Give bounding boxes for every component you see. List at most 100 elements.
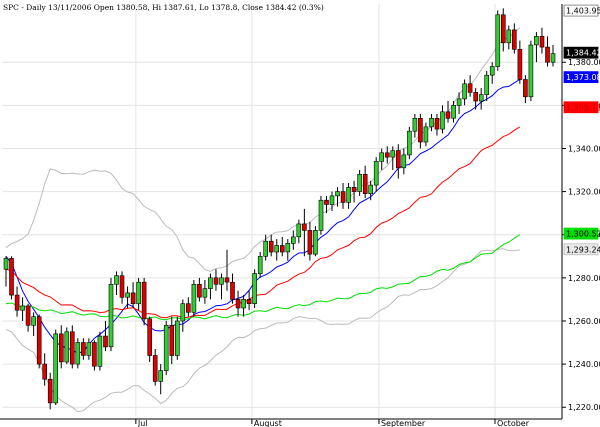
candle: [362, 165, 368, 199]
candle-body: [517, 48, 523, 80]
candle: [335, 187, 340, 207]
candle-body: [235, 299, 241, 309]
candle-body: [412, 118, 418, 132]
price-tag-label: 1,293.24: [566, 245, 600, 254]
candle-body: [467, 83, 473, 93]
candle-body: [191, 283, 197, 313]
candle: [224, 249, 230, 291]
price-tag-label: 1,373.08: [566, 73, 600, 82]
candle-body: [230, 281, 235, 300]
candle: [302, 208, 307, 257]
y-tick-label: 1,320.00: [568, 188, 600, 197]
candle: [456, 92, 462, 114]
candle: [528, 40, 534, 102]
candle: [368, 180, 374, 201]
candle: [246, 290, 252, 311]
candle: [318, 195, 324, 235]
candle: [42, 353, 48, 386]
candle: [495, 10, 501, 71]
candle-body: [47, 378, 53, 404]
candle-body: [351, 187, 357, 192]
candle-body: [130, 292, 136, 304]
price-tag-label: 1,403.95: [566, 7, 600, 16]
candle-body: [440, 111, 445, 130]
candle-body: [368, 184, 374, 195]
candle: [81, 338, 86, 360]
candle-body: [506, 29, 512, 44]
candle-body: [357, 174, 362, 192]
candle-body: [9, 258, 14, 296]
candle: [395, 144, 401, 179]
candle: [186, 297, 191, 317]
candle: [340, 182, 346, 209]
candle: [158, 364, 163, 395]
candle: [390, 146, 396, 171]
candle-body: [263, 240, 269, 257]
y-tick-label: 1,340.00: [568, 144, 600, 153]
candle-body: [64, 331, 70, 363]
candle: [136, 277, 141, 311]
candle-body: [252, 273, 257, 305]
candle: [506, 25, 512, 50]
candle: [235, 290, 241, 317]
price-tag: [563, 243, 599, 256]
candle-body: [423, 126, 429, 143]
candle-body: [296, 223, 302, 238]
candle-body: [418, 118, 423, 143]
y-tick-label: 1,240.00: [568, 360, 600, 369]
candle: [285, 239, 291, 261]
candle: [263, 234, 269, 261]
price-tag: [563, 101, 599, 114]
candle-body: [108, 283, 114, 348]
candle-body: [451, 105, 456, 119]
candle-body: [119, 275, 125, 298]
candle: [75, 338, 81, 369]
candle: [208, 273, 213, 300]
candle-body: [180, 303, 186, 322]
candle: [412, 113, 418, 138]
candle-body: [285, 243, 291, 253]
candle-body: [462, 83, 467, 100]
moving-averages: [5, 79, 521, 355]
candle-body: [81, 342, 86, 356]
candle: [307, 221, 313, 261]
candle: [252, 269, 257, 309]
candle: [445, 101, 451, 123]
candle: [114, 271, 119, 296]
candle-body: [147, 318, 152, 356]
candle-body: [489, 66, 495, 76]
candle: [202, 280, 208, 304]
candle: [213, 269, 219, 291]
candle-body: [340, 191, 346, 203]
candle-body: [528, 44, 534, 98]
candle-body: [313, 230, 318, 255]
candle: [97, 331, 103, 371]
candle-body: [434, 118, 440, 130]
price-tag-label: 1,359.11: [566, 103, 600, 112]
candle: [511, 23, 517, 54]
candle: [230, 273, 235, 304]
ma-mid-line: [5, 126, 521, 319]
candlesticks: [3, 8, 556, 410]
candle: [467, 75, 473, 97]
candle-body: [429, 118, 434, 128]
candle-body: [274, 245, 280, 253]
candle-body: [279, 245, 285, 253]
candle: [401, 148, 407, 175]
candle-body: [197, 283, 202, 298]
candle-body: [186, 303, 191, 313]
candle: [545, 36, 550, 67]
axes: [0, 4, 563, 420]
candle-body: [175, 320, 180, 356]
candle: [31, 312, 36, 337]
candle-body: [407, 130, 412, 156]
candle-body: [152, 355, 158, 382]
candle-body: [20, 305, 25, 311]
candle-body: [473, 92, 479, 102]
candle-body: [401, 154, 407, 169]
candle-body: [246, 299, 252, 304]
candle: [130, 282, 136, 309]
candle: [152, 349, 158, 386]
y-tick-label: 1,280.00: [568, 274, 600, 283]
